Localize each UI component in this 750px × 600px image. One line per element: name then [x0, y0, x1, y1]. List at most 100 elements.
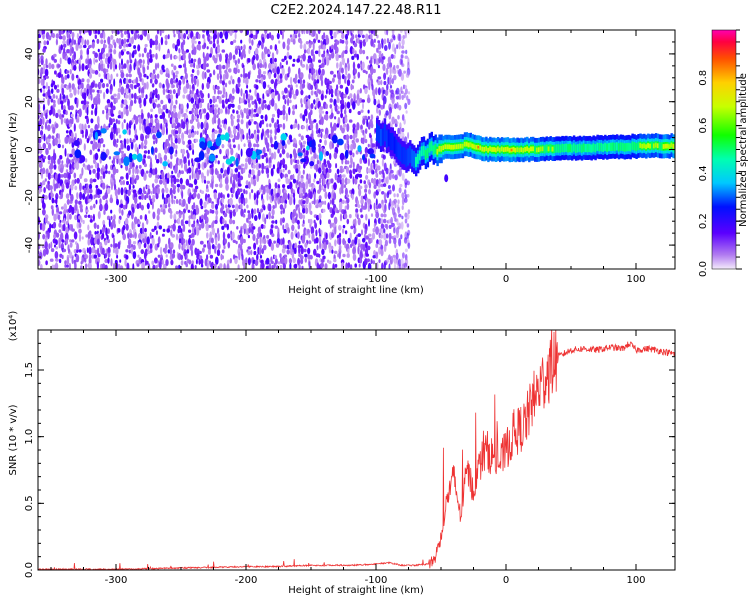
heatmap-cell: [353, 42, 358, 48]
heatmap-cell: [448, 144, 451, 150]
heatmap-cell: [320, 262, 324, 268]
heatmap-cell: [48, 62, 52, 70]
heatmap-cell: [300, 174, 304, 180]
heatmap-cell: [175, 199, 179, 204]
heatmap-cell: [377, 76, 382, 80]
heatmap-cell: [100, 128, 107, 134]
heatmap-cell: [481, 146, 484, 152]
heatmap-cell: [166, 177, 170, 184]
heatmap-cell: [141, 92, 145, 99]
heatmap-cell: [86, 88, 89, 97]
heatmap-cell: [330, 112, 334, 119]
heatmap-cell: [329, 104, 333, 109]
heatmap-cell: [335, 163, 338, 169]
heatmap-cell: [310, 84, 314, 91]
heatmap-cell: [336, 84, 339, 91]
heatmap-cell: [149, 248, 153, 253]
heatmap-cell: [341, 174, 346, 178]
heatmap-cell: [73, 231, 78, 240]
heatmap-cell: [467, 142, 470, 148]
heatmap-cell: [256, 198, 259, 206]
heatmap-cell: [199, 102, 203, 109]
heatmap-cell: [222, 87, 226, 95]
heatmap-cell: [240, 45, 243, 50]
heatmap-cell: [262, 64, 265, 68]
heatmap-cell: [149, 49, 152, 55]
heatmap-cell: [270, 98, 275, 107]
heatmap-cell: [398, 237, 402, 247]
heatmap-cell: [41, 171, 43, 180]
heatmap-cell: [331, 134, 338, 144]
heatmap-cell: [202, 129, 205, 135]
heatmap-cell: [660, 142, 664, 151]
heatmap-cell: [407, 209, 411, 215]
heatmap-cell: [386, 38, 390, 44]
heatmap-cell: [109, 44, 113, 49]
heatmap-cell: [49, 162, 54, 170]
heatmap-cell: [258, 211, 261, 220]
heatmap-cell: [94, 52, 98, 59]
heatmap-cell: [105, 125, 109, 131]
heatmap-cell: [183, 33, 187, 40]
heatmap-cell: [162, 263, 167, 269]
heatmap-cell: [66, 49, 70, 54]
heatmap-cell: [47, 142, 52, 150]
heatmap-cell: [308, 240, 312, 245]
heatmap-cell: [300, 258, 304, 265]
heatmap-cell: [147, 243, 150, 252]
heatmap-cell: [180, 254, 184, 260]
heatmap-cell: [98, 189, 103, 195]
heatmap-cell: [220, 167, 224, 174]
heatmap-cell: [230, 118, 234, 127]
heatmap-cell: [358, 48, 363, 55]
heatmap-cell: [362, 118, 366, 125]
heatmap-cell: [116, 37, 119, 44]
heatmap-cell: [38, 122, 41, 132]
heatmap-cell: [344, 109, 347, 115]
heatmap-cell: [136, 168, 139, 175]
heatmap-cell: [182, 52, 186, 61]
heatmap-cell: [133, 32, 138, 41]
heatmap-cell: [208, 249, 211, 255]
heatmap-cell: [149, 161, 153, 170]
heatmap-cell: [393, 163, 397, 167]
heatmap-cell: [230, 230, 233, 236]
heatmap-cell: [238, 48, 241, 58]
heatmap-cell: [50, 106, 53, 115]
heatmap-cell: [204, 71, 207, 79]
heatmap-cell: [113, 93, 117, 97]
heatmap-cell: [110, 209, 113, 214]
heatmap-cell: [40, 88, 43, 93]
heatmap-cell: [323, 168, 327, 176]
heatmap-cell: [255, 53, 259, 61]
y-tick-label: 0.0: [24, 562, 35, 578]
heatmap-cell: [229, 211, 233, 220]
heatmap-cell: [78, 37, 82, 43]
heatmap-cell: [582, 143, 586, 152]
heatmap-cell: [208, 237, 212, 243]
heatmap-cell: [336, 168, 340, 175]
heatmap-cell: [193, 220, 196, 225]
heatmap-cell: [446, 144, 449, 150]
heatmap-cell: [337, 30, 342, 34]
heatmap-cell: [75, 43, 79, 51]
heatmap-cell: [385, 167, 389, 175]
heatmap-cell: [41, 244, 46, 249]
heatmap-cell: [340, 67, 344, 74]
heatmap-cell: [154, 62, 158, 71]
heatmap-cell: [368, 233, 372, 237]
heatmap-cell: [325, 37, 330, 45]
heatmap-cell: [298, 133, 302, 137]
heatmap-cell: [71, 148, 76, 156]
heatmap-cell: [45, 112, 48, 120]
heatmap-cell: [145, 260, 149, 265]
heatmap-cell: [225, 106, 228, 115]
heatmap-cell: [367, 158, 370, 167]
heatmap-cell: [373, 184, 377, 189]
heatmap-cell: [50, 174, 54, 179]
heatmap-cell: [112, 157, 116, 165]
heatmap-cell: [205, 122, 209, 131]
heatmap-cell: [143, 172, 147, 181]
snr-panel: -300 -200 -100 0 100 0.00.51.01.5 Height of …: [8, 311, 676, 596]
